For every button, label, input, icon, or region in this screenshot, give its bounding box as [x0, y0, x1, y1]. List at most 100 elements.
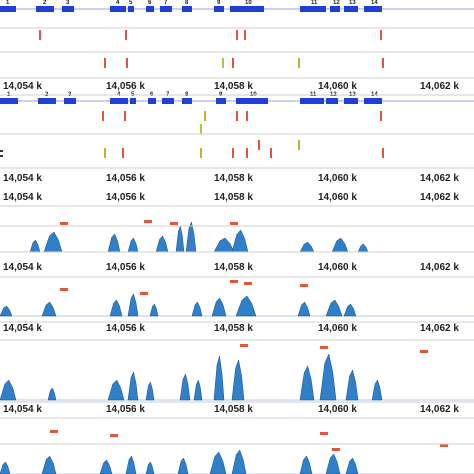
exon — [230, 6, 264, 12]
mismatch-mark — [240, 344, 248, 347]
variant-mark — [380, 30, 382, 40]
coverage-peak — [145, 381, 155, 401]
variant-mark — [246, 148, 248, 158]
ruler-label: 14,054 k — [3, 262, 42, 273]
coverage-peak — [209, 451, 227, 474]
mismatch-mark — [60, 222, 68, 225]
ruler-label: 14,054 k — [3, 173, 42, 184]
track-marker — [0, 155, 3, 157]
variant-mark — [122, 148, 124, 158]
ruler-label: 14,056 k — [106, 323, 145, 334]
coverage-peak — [319, 353, 337, 401]
ruler-label: 14,060 k — [318, 262, 357, 273]
exon — [344, 6, 358, 12]
exon — [300, 6, 326, 12]
coverage-peak — [325, 299, 343, 317]
mismatch-mark — [300, 284, 308, 287]
exon-number: 1 — [6, 0, 10, 6]
exon — [110, 6, 126, 12]
ruler-label: 14,062 k — [420, 262, 459, 273]
exon — [236, 98, 268, 104]
exon — [130, 98, 136, 104]
ruler-label: 14,062 k — [420, 323, 459, 334]
coverage-peak — [343, 303, 357, 317]
coverage-peak — [0, 379, 17, 401]
ruler-label: 14,058 k — [214, 81, 253, 92]
coverage-peak — [211, 297, 227, 317]
ruler-label: 14,054 k — [3, 404, 42, 415]
coverage-peak — [213, 355, 225, 401]
ruler-label: 14,058 k — [214, 262, 253, 273]
variant-mark — [125, 30, 127, 40]
exon — [38, 98, 56, 104]
ruler-label: 14,054 k — [3, 81, 42, 92]
variant-mark — [204, 111, 206, 121]
coverage-peak — [325, 453, 341, 474]
exon-number: 5 — [129, 0, 133, 6]
coverage-peak — [127, 293, 139, 317]
coverage-peak — [231, 359, 245, 401]
variant-tracks — [0, 30, 384, 158]
coverage-peak — [299, 455, 313, 474]
coordinate-rulers: 14,054 k 14,056 k 14,058 k 14,060 k 14,062 k… — [3, 81, 459, 415]
coverage-peak — [191, 301, 203, 317]
exon — [110, 98, 128, 104]
variant-mark — [244, 30, 246, 40]
ruler-label: 14,062 k — [420, 81, 459, 92]
coverage-peak — [107, 233, 121, 253]
mismatch-mark — [60, 288, 68, 291]
exon — [0, 98, 18, 104]
ruler-label: 14,062 k — [420, 173, 459, 184]
mismatch-mark — [420, 350, 428, 353]
exon — [214, 6, 224, 12]
exon-number: 13 — [349, 0, 356, 6]
variant-mark — [102, 111, 104, 121]
coverage-peak — [371, 379, 383, 401]
mismatch-mark — [320, 432, 328, 435]
exon-number: 8 — [185, 0, 189, 6]
mismatch-mark — [244, 282, 252, 285]
exon — [64, 98, 76, 104]
variant-mark — [258, 140, 260, 150]
exon — [0, 6, 16, 12]
ruler-label: 14,062 k — [420, 192, 459, 203]
exon — [162, 98, 174, 104]
variant-mark — [298, 58, 300, 68]
exon-number: 9 — [217, 0, 221, 6]
exon — [216, 98, 226, 104]
exon-number: 14 — [371, 0, 378, 6]
mismatch-mark — [332, 448, 340, 451]
coverage-peak — [179, 373, 191, 401]
variant-mark — [124, 111, 126, 121]
mismatch-mark — [440, 444, 448, 447]
variant-mark — [200, 148, 202, 158]
ruler-label: 14,054 k — [3, 192, 42, 203]
variant-mark — [200, 124, 202, 134]
coverage-peak — [149, 303, 159, 317]
ruler-label: 14,056 k — [106, 404, 145, 415]
variant-mark — [246, 111, 248, 121]
variant-mark — [236, 111, 238, 121]
variant-mark — [104, 148, 106, 158]
ruler-label: 14,056 k — [106, 262, 145, 273]
coverage-peak — [297, 301, 311, 317]
exon — [182, 98, 192, 104]
exon-number: 3 — [66, 0, 70, 6]
coverage-peak — [177, 457, 189, 474]
mismatch-mark — [170, 222, 178, 225]
variant-mark — [382, 148, 384, 158]
variant-mark — [126, 58, 128, 68]
coverage-peak — [41, 455, 57, 474]
mismatch-mark — [140, 292, 148, 295]
exon-number: 2 — [43, 0, 47, 6]
coverage-tracks — [0, 220, 474, 474]
exon-number: 7 — [164, 0, 168, 6]
variant-mark — [104, 58, 106, 68]
exon-number: 11 — [311, 0, 318, 6]
exon-number: 4 — [116, 0, 120, 6]
coverage-peak — [299, 365, 315, 401]
coverage-peak — [193, 379, 203, 401]
ruler-label: 14,058 k — [214, 192, 253, 203]
variant-mark — [222, 58, 224, 68]
